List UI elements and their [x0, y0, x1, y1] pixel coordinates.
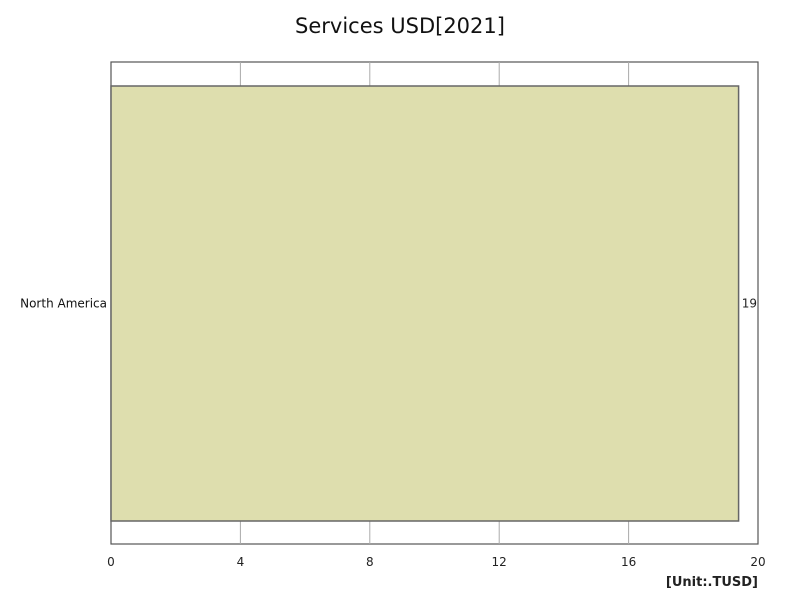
- x-tick-label-1: 4: [237, 555, 245, 569]
- x-tick-label-4: 16: [621, 555, 636, 569]
- x-tick-label-2: 8: [366, 555, 374, 569]
- bar-0: [110, 85, 740, 522]
- unit-label: [Unit:.TUSD]: [665, 575, 758, 590]
- x-tick-label-3: 12: [492, 555, 507, 569]
- value-label-0: 19: [742, 297, 757, 311]
- x-tick-label-5: 20: [750, 555, 765, 569]
- x-tick-label-0: 0: [107, 555, 115, 569]
- chart-title: Services USD[2021]: [295, 14, 505, 38]
- category-label-0: North America: [20, 297, 107, 311]
